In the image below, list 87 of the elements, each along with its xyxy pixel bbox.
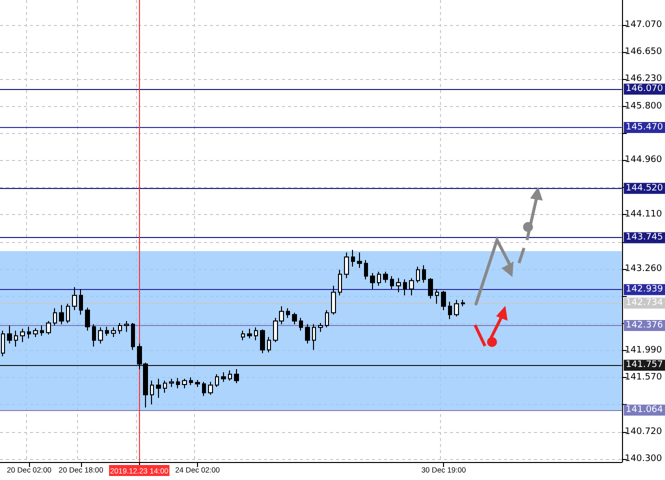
candlestick bbox=[377, 271, 381, 286]
candlestick bbox=[111, 326, 116, 338]
candlestick bbox=[14, 330, 18, 348]
candlestick bbox=[53, 308, 57, 326]
candlestick bbox=[59, 304, 64, 325]
candlestick bbox=[1, 330, 5, 357]
candlestick bbox=[409, 278, 414, 296]
candlestick bbox=[72, 286, 77, 311]
ref-line-label: 146.070 bbox=[626, 84, 664, 94]
candlestick bbox=[7, 325, 12, 344]
y-tick-label: 143.260 bbox=[624, 264, 662, 274]
candlestick bbox=[40, 325, 44, 336]
candlestick bbox=[215, 374, 219, 388]
candlestick bbox=[234, 368, 239, 384]
candlestick bbox=[195, 379, 200, 388]
candlestick bbox=[461, 299, 465, 307]
y-tick-label: 144.960 bbox=[624, 155, 662, 166]
candlestick bbox=[435, 288, 439, 304]
y-tick-label: 140.720 bbox=[624, 426, 662, 437]
candlestick bbox=[20, 328, 25, 343]
candlestick bbox=[33, 328, 38, 338]
candlestick bbox=[390, 276, 394, 290]
y-tick-label: 145.800 bbox=[624, 101, 662, 112]
candlestick bbox=[357, 252, 362, 268]
candlestick bbox=[131, 322, 135, 350]
candlestick bbox=[105, 326, 109, 336]
ref-line-label: 141.757 bbox=[626, 360, 663, 370]
ref-line-label: 145.470 bbox=[626, 122, 664, 133]
y-tick-label: 147.070 bbox=[624, 20, 662, 30]
candlestick bbox=[79, 288, 83, 316]
candlestick bbox=[260, 328, 265, 354]
candlestick bbox=[299, 317, 303, 332]
candlestick bbox=[150, 380, 154, 405]
candlestick bbox=[267, 336, 271, 353]
candlestick bbox=[428, 278, 433, 300]
candlestick bbox=[325, 310, 329, 328]
candlestick bbox=[221, 372, 226, 382]
candlestick bbox=[292, 312, 297, 325]
candlestick bbox=[27, 326, 31, 339]
candlestick bbox=[118, 322, 122, 334]
candlestick bbox=[454, 299, 459, 318]
candlestick bbox=[85, 307, 90, 332]
candlestick bbox=[98, 326, 103, 344]
candlestick bbox=[351, 249, 355, 268]
y-tick-label: 140.300 bbox=[624, 454, 662, 464]
candlestick bbox=[396, 278, 401, 293]
candlestick bbox=[370, 272, 375, 290]
candlestick bbox=[156, 378, 161, 398]
candlestick bbox=[189, 376, 193, 386]
candlestick bbox=[403, 278, 407, 296]
candlestick bbox=[422, 264, 426, 284]
candlestick bbox=[416, 266, 420, 284]
candlestick bbox=[182, 378, 187, 389]
candlestick bbox=[241, 330, 245, 341]
candlestick bbox=[228, 370, 232, 382]
candlestick bbox=[305, 324, 310, 344]
candlestick bbox=[202, 381, 206, 396]
candlestick bbox=[286, 308, 290, 318]
candlestick bbox=[46, 320, 51, 335]
y-tick-label: 146.230 bbox=[624, 74, 662, 84]
ref-line-label: 142.939 bbox=[626, 284, 664, 295]
candlestick bbox=[312, 324, 316, 350]
candlestick bbox=[364, 260, 368, 280]
candlestick bbox=[441, 290, 446, 311]
y-tick-label: 144.110 bbox=[624, 210, 662, 220]
y-tick-label: 141.570 bbox=[624, 372, 662, 382]
ref-line-label: 143.745 bbox=[626, 232, 663, 243]
y-tick-label: 146.650 bbox=[624, 46, 662, 57]
candlestick bbox=[448, 301, 452, 320]
candlestick bbox=[318, 322, 323, 332]
candlestick bbox=[176, 378, 180, 389]
candlestick bbox=[208, 381, 213, 396]
ref-line-label: 144.520 bbox=[626, 183, 664, 194]
candlestick bbox=[344, 252, 349, 279]
y-tick-label: 141.990 bbox=[624, 346, 662, 356]
ref-line-label: 142.376 bbox=[626, 320, 664, 331]
candlestick bbox=[254, 326, 258, 341]
candlestick bbox=[92, 324, 96, 348]
candlestick bbox=[383, 271, 388, 284]
candlestick bbox=[338, 269, 342, 296]
candlestick bbox=[163, 380, 167, 394]
candlestick bbox=[247, 328, 252, 339]
candlestick bbox=[124, 320, 129, 332]
ref-line-label: 141.064 bbox=[626, 405, 664, 416]
candlestick bbox=[66, 303, 70, 324]
candlestick bbox=[169, 378, 174, 388]
candlestick bbox=[331, 285, 336, 316]
